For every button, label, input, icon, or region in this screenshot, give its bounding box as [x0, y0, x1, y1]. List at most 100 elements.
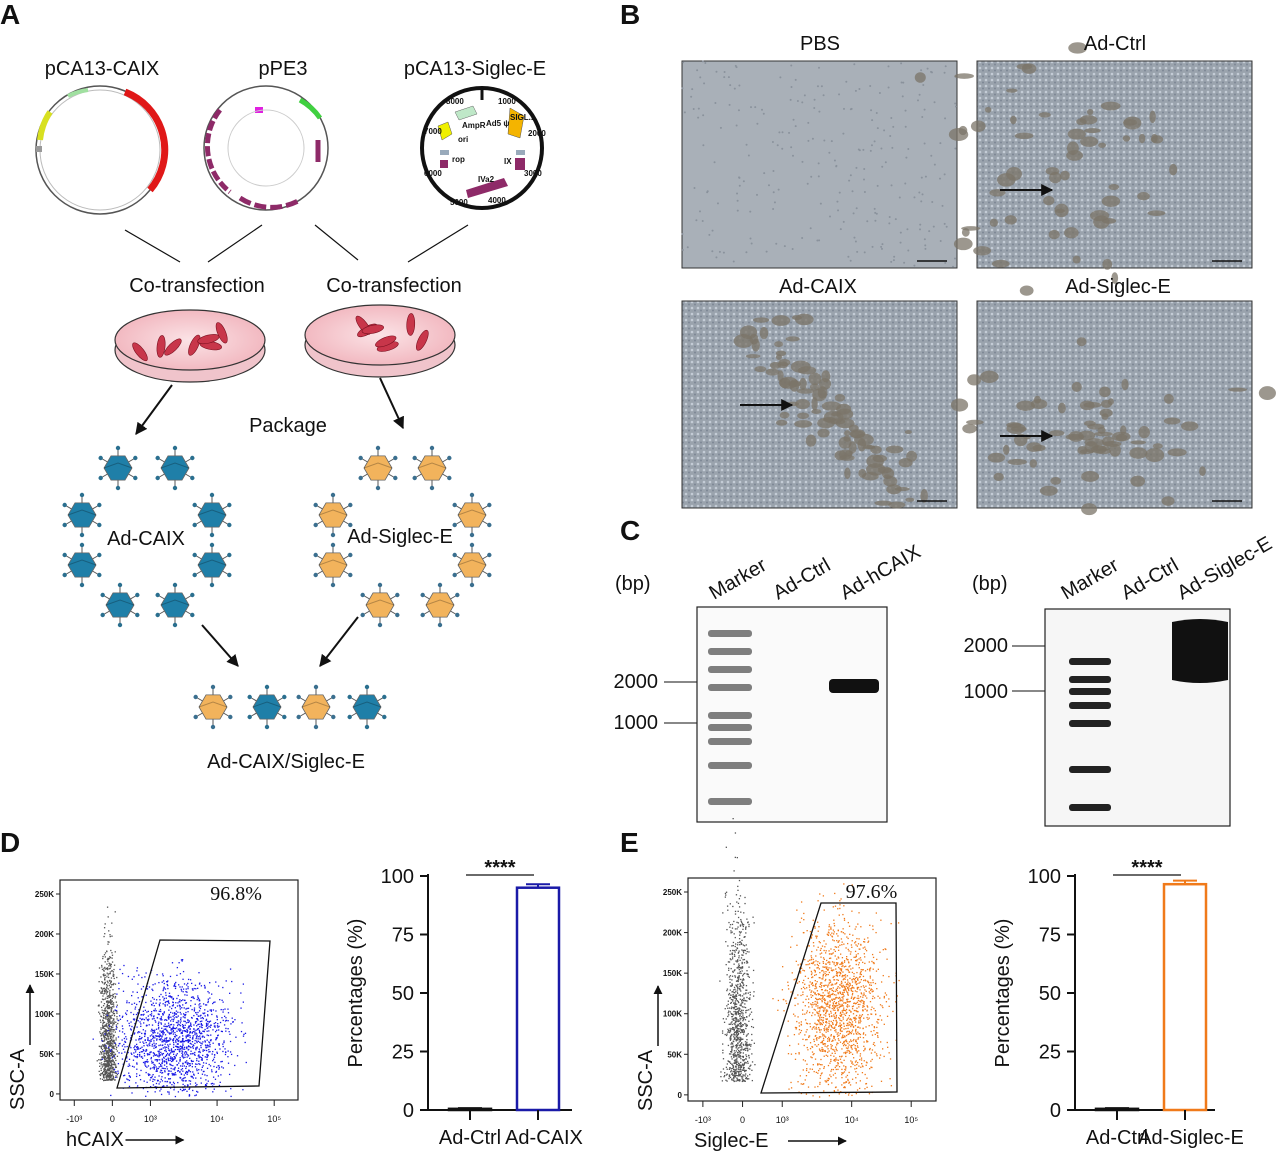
event-dot [165, 1058, 167, 1060]
plaque-region [759, 326, 769, 340]
event-dot [240, 1030, 243, 1033]
plaque-region [797, 412, 810, 419]
event-dot [864, 946, 866, 948]
event-dot [751, 1039, 753, 1041]
event-dot [115, 1066, 118, 1068]
event-dot [872, 979, 874, 981]
event-dot [742, 1060, 745, 1062]
event-dot [851, 1021, 854, 1023]
event-dot [114, 1066, 117, 1069]
knob [247, 714, 252, 720]
event-dot [146, 1081, 148, 1083]
plaque-region [830, 418, 846, 425]
event-dot [104, 933, 106, 935]
event-dot [174, 1027, 177, 1030]
event-dot [108, 984, 110, 987]
event-dot [200, 1032, 202, 1034]
event-dot [98, 990, 101, 992]
event-dot [161, 1019, 163, 1021]
event-dot [743, 1016, 746, 1019]
event-dot [173, 1038, 175, 1040]
event-dot [727, 1031, 729, 1033]
event-dot [155, 1043, 157, 1045]
event-dot [728, 921, 730, 924]
event-dot [734, 1008, 737, 1011]
plaque-region [1004, 215, 1017, 225]
event-dot [173, 1042, 175, 1044]
event-dot [195, 1011, 197, 1014]
event-dot [172, 1051, 174, 1053]
event-dot [197, 995, 199, 997]
map-tick: 8000 [446, 97, 464, 106]
event-dot [102, 998, 105, 1001]
event-dot [101, 990, 103, 993]
event-dot [184, 1027, 186, 1029]
event-dot [740, 1026, 742, 1028]
event-dot [109, 1071, 112, 1074]
event-dot [737, 1012, 740, 1014]
event-dot [225, 980, 227, 982]
event-dot [153, 1063, 155, 1066]
event-dot [750, 1025, 753, 1028]
event-dot [879, 1015, 881, 1017]
event-dot [143, 1045, 145, 1047]
event-dot [153, 1045, 155, 1047]
event-dot [110, 1002, 112, 1004]
event-dot [836, 1049, 838, 1052]
event-dot [739, 1055, 742, 1057]
event-dot [152, 1084, 155, 1086]
event-dot [833, 961, 835, 964]
event-dot [737, 1042, 739, 1045]
plaque-region [1077, 445, 1088, 455]
event-dot [112, 975, 114, 977]
event-dot [153, 1053, 156, 1055]
event-dot [98, 1005, 100, 1007]
event-dot [859, 1053, 862, 1055]
event-dot [856, 959, 858, 961]
event-dot [108, 993, 111, 995]
x-tick-label: 0 [110, 1114, 115, 1124]
knob [313, 552, 318, 558]
event-dot [112, 1059, 114, 1061]
event-dot [198, 1063, 200, 1065]
event-dot [114, 951, 116, 953]
event-dot [100, 1067, 102, 1070]
event-dot [735, 1021, 737, 1023]
event-dot [115, 1071, 117, 1073]
event-dot [217, 1043, 220, 1045]
culture-dishes [114, 304, 456, 383]
knob [330, 542, 336, 548]
event-dot [111, 1066, 114, 1068]
event-dot [737, 910, 739, 913]
event-dot [750, 1045, 752, 1047]
gel1-unit: (bp) [615, 573, 651, 595]
event-dot [214, 1061, 216, 1064]
event-dot [116, 1026, 118, 1029]
event-dot [106, 1005, 109, 1008]
event-dot [156, 1038, 158, 1040]
event-dot [814, 1058, 817, 1060]
event-dot [112, 1066, 114, 1069]
event-dot [725, 941, 727, 943]
event-dot [822, 1020, 824, 1022]
event-dot [810, 955, 812, 957]
y-tick-label: 250K [35, 890, 54, 899]
event-dot [131, 1053, 133, 1056]
plaque-region [785, 336, 800, 342]
event-dot [727, 1029, 730, 1032]
event-dot [167, 1015, 170, 1018]
event-dot [144, 1064, 146, 1066]
event-dot [110, 1039, 113, 1042]
event-dot [136, 1053, 139, 1056]
event-dot [181, 1031, 183, 1034]
event-dot [107, 958, 109, 960]
event-dot [175, 981, 177, 984]
event-dot [873, 1029, 875, 1032]
event-dot [123, 1043, 125, 1046]
event-dot [161, 1072, 164, 1074]
event-dot [814, 970, 816, 972]
event-dot [182, 1080, 184, 1082]
event-dot [150, 1076, 153, 1079]
event-dot [831, 998, 833, 1001]
cell-texture [930, 154, 933, 157]
